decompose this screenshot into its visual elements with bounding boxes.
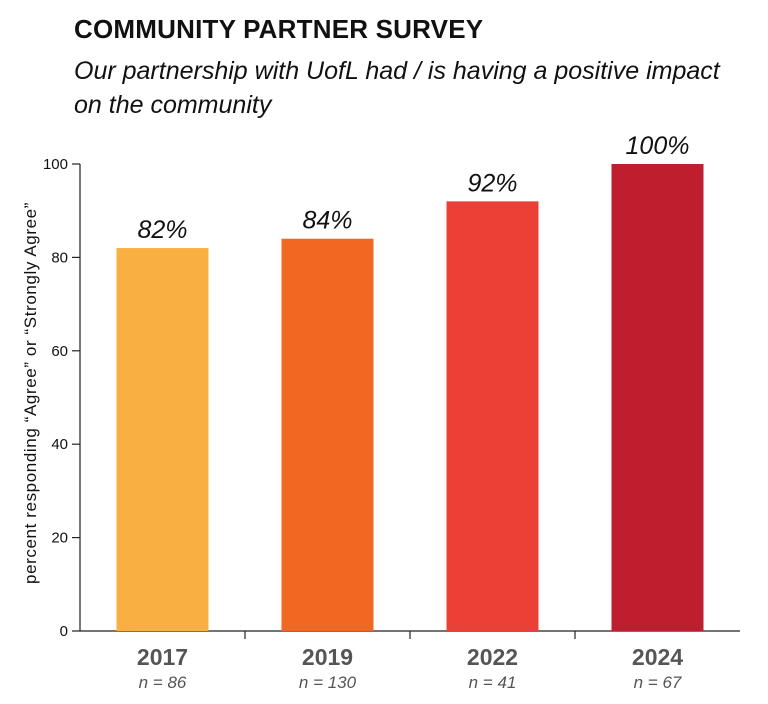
x-tick-label-2024: 2024 bbox=[632, 644, 683, 670]
bar-2017 bbox=[116, 248, 209, 631]
sample-size-2024: n = 67 bbox=[634, 673, 682, 692]
x-tick-label-2022: 2022 bbox=[467, 644, 518, 670]
bar-2019 bbox=[281, 238, 374, 631]
bar-2022 bbox=[446, 201, 539, 632]
sample-size-2019: n = 130 bbox=[299, 673, 357, 692]
x-tick-label-2019: 2019 bbox=[302, 644, 353, 670]
bar-2024 bbox=[611, 164, 704, 631]
chart-title: COMMUNITY PARTNER SURVEY bbox=[74, 14, 484, 44]
data-label-2019: 84% bbox=[302, 207, 352, 235]
y-axis-label: percent responding “Agree” or “Strongly … bbox=[21, 202, 40, 584]
data-label-2024: 100% bbox=[626, 132, 690, 160]
data-label-2022: 92% bbox=[467, 169, 517, 197]
data-label-2017: 82% bbox=[137, 216, 187, 244]
y-tick-label: 40 bbox=[51, 436, 68, 453]
y-tick-label: 100 bbox=[43, 156, 68, 173]
bars bbox=[116, 164, 704, 632]
labels: 82% 2017 n = 86 84% 2019 n = 130 92% 2022 n = 41… bbox=[137, 132, 690, 692]
y-tick-label: 20 bbox=[51, 530, 68, 547]
sample-size-2022: n = 41 bbox=[469, 673, 517, 692]
y-tick-label: 60 bbox=[51, 343, 68, 360]
x-tick-label-2017: 2017 bbox=[137, 644, 188, 670]
y-tick-label: 80 bbox=[51, 249, 68, 266]
sample-size-2017: n = 86 bbox=[139, 673, 187, 692]
y-tick-label: 0 bbox=[60, 623, 68, 640]
chart-subtitle: Our partnership with UofL had / is havin… bbox=[74, 57, 720, 119]
